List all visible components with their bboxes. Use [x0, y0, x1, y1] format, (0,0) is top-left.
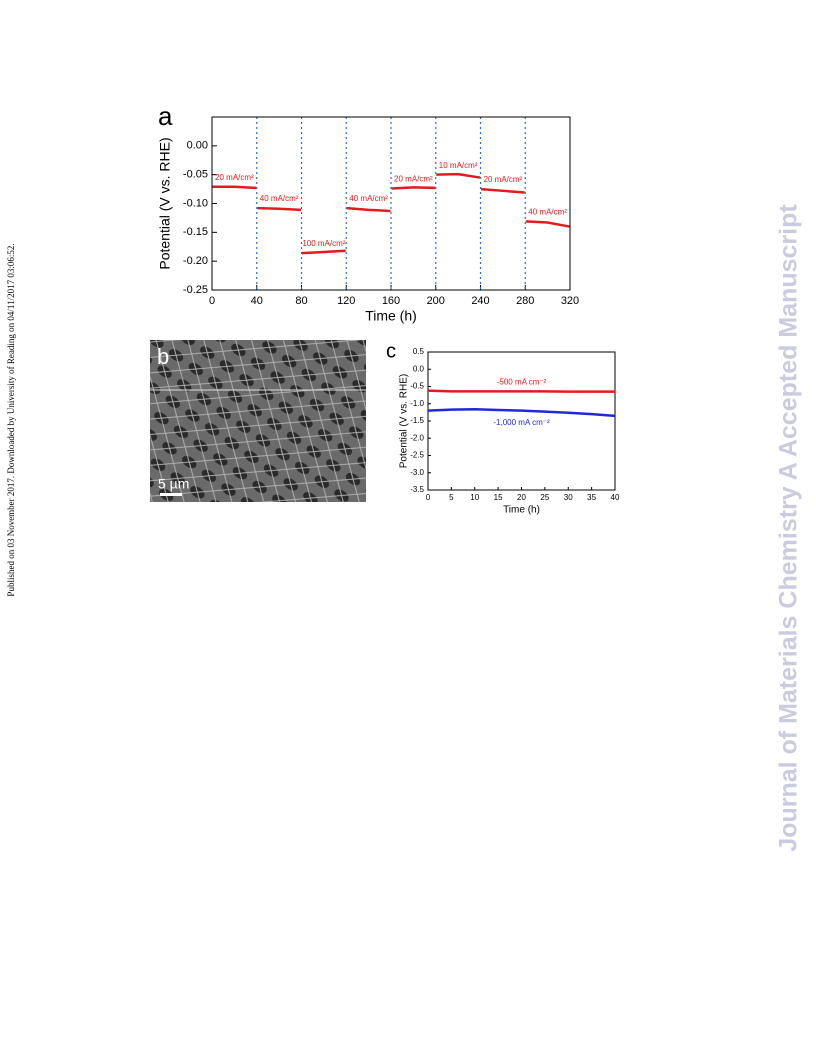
x-axis-label: Time (h) [365, 308, 417, 324]
x-tick-label: 5 [449, 493, 454, 502]
series-label: -1,000 mA cm⁻² [493, 418, 550, 427]
y-tick-label: 0.00 [187, 140, 208, 152]
x-tick-label: 240 [471, 295, 489, 307]
y-tick-label: -0.20 [183, 255, 208, 267]
y-tick-label: -3.5 [410, 485, 424, 494]
annotation: 20 mA/cm² [215, 173, 254, 182]
y-tick-label: -0.5 [410, 382, 424, 391]
plot-frame [211, 116, 571, 291]
annotation: 20 mA/cm² [394, 175, 433, 184]
x-tick-label: 200 [427, 295, 445, 307]
x-tick-label: 20 [517, 493, 526, 502]
series-label: -500 mA cm⁻² [497, 377, 547, 386]
sem-image: b 5 µm [150, 340, 366, 502]
x-tick-label: 280 [516, 295, 534, 307]
sem-photo [150, 340, 366, 502]
x-tick-label: 160 [382, 295, 400, 307]
x-tick-label: 120 [337, 295, 355, 307]
x-axis-label: Time (h) [503, 505, 540, 516]
watermark: Journal of Materials Chemistry A Accepte… [775, 204, 803, 852]
y-tick-label: -0.05 [183, 169, 208, 181]
y-axis-label: Potential (V vs. RHE) [399, 374, 410, 468]
annotation: 40 mA/cm² [349, 194, 388, 203]
x-tick-label: 25 [540, 493, 549, 502]
plot-frame [427, 351, 616, 491]
x-tick-label: 0 [426, 493, 431, 502]
y-tick-label: -3.0 [410, 468, 424, 477]
y-tick-label: -0.15 [183, 226, 208, 238]
side-note: Published on 03 November 2017. Downloade… [6, 243, 16, 596]
y-tick-label: -2.5 [410, 451, 424, 460]
y-tick-label: -1.5 [410, 416, 424, 425]
data-line [427, 408, 616, 418]
x-tick-label: 40 [611, 493, 620, 502]
x-tick-label: 40 [251, 295, 263, 307]
y-tick-label: 0.0 [413, 364, 425, 373]
x-tick-label: 15 [494, 493, 503, 502]
annotation: 20 mA/cm² [484, 175, 523, 184]
data-line [212, 172, 570, 255]
panel-label: c [386, 340, 396, 362]
y-axis-label: Potential (V vs. RHE) [157, 137, 173, 269]
x-tick-label: 0 [209, 295, 215, 307]
y-tick-label: -0.25 [183, 284, 208, 296]
x-tick-label: 35 [587, 493, 596, 502]
y-tick-label: -1.0 [410, 399, 424, 408]
x-tick-label: 320 [561, 295, 579, 307]
panel-label: b [157, 344, 169, 369]
panel-label: a [158, 101, 173, 131]
annotation: 100 mA/cm² [302, 239, 345, 248]
data-line [427, 389, 615, 393]
scale-bar-label: 5 µm [158, 476, 189, 492]
x-tick-label: 10 [470, 493, 479, 502]
y-tick-label: -0.10 [183, 197, 208, 209]
x-tick-label: 30 [564, 493, 573, 502]
annotation: 40 mA/cm² [260, 194, 299, 203]
y-tick-label: -2.0 [410, 433, 424, 442]
x-tick-label: 80 [295, 295, 307, 307]
annotation: 10 mA/cm² [439, 161, 478, 170]
scale-bar [160, 493, 182, 496]
annotation: 40 mA/cm² [528, 207, 567, 216]
y-tick-label: 0.5 [413, 347, 425, 356]
